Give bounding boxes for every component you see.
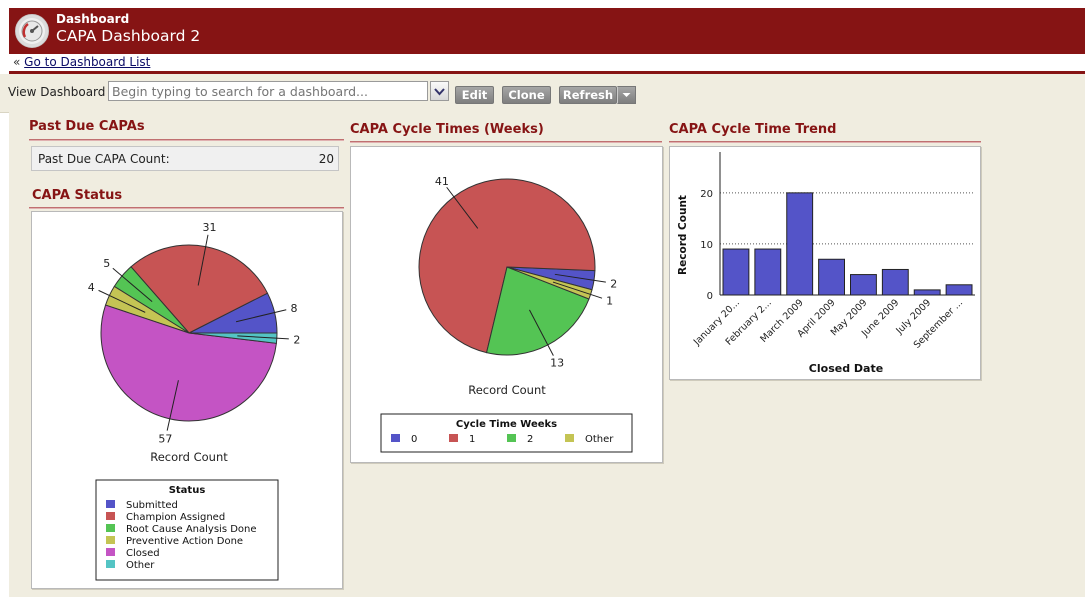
legend-swatch xyxy=(106,536,115,544)
cycle-times-pie-chart: 2 41 13 1 Record Count Cycle Time Weeks 0 1 2 Oth… xyxy=(380,175,633,453)
pie-leader-line xyxy=(237,335,289,340)
bar-march-2009[interactable] xyxy=(786,192,814,296)
y-tick-label: 10 xyxy=(700,240,713,251)
chart-legend xyxy=(380,413,633,453)
caret-down-icon xyxy=(622,93,631,97)
header-divider xyxy=(9,71,1085,74)
pie-data-label: 13 xyxy=(550,357,564,370)
pie-leader-line xyxy=(552,281,603,299)
legend-item-2: 2 xyxy=(527,434,533,445)
capa-status-title: CAPA Status xyxy=(32,188,123,203)
metric-value: 20 xyxy=(318,152,334,166)
capa-status-title-underline xyxy=(29,207,344,209)
pie-data-label: 2 xyxy=(293,333,300,346)
pie-data-label: 41 xyxy=(435,175,449,188)
legend-swatch xyxy=(106,524,115,532)
bar-september[interactable] xyxy=(945,284,973,296)
dashboard-list-link[interactable]: Go to Dashboard List xyxy=(24,55,151,69)
dashboard-toolbar: View Dashboard Edit Clone Refresh xyxy=(0,74,1085,113)
search-dropdown-button[interactable] xyxy=(430,81,449,101)
pie-axis-label: Record Count xyxy=(150,450,228,464)
pie-data-label: 31 xyxy=(202,221,216,234)
pie-data-label: 57 xyxy=(158,432,172,445)
dashboard-logo-icon xyxy=(15,14,49,48)
cycle-times-panel[interactable]: 2 41 13 1 Record Count Cycle Time Weeks 0 1 2 Oth… xyxy=(350,146,663,463)
legend-swatch xyxy=(449,434,458,442)
past-due-metric[interactable]: Past Due CAPA Count: 20 xyxy=(31,146,339,171)
view-dashboard-label: View Dashboard xyxy=(8,85,106,99)
pie-data-label: 4 xyxy=(88,281,95,294)
legend-title: Status xyxy=(169,485,206,496)
legend-title: Cycle Time Weeks xyxy=(456,419,557,430)
refresh-button[interactable]: Refresh xyxy=(559,86,617,104)
legend-item-other: Other xyxy=(585,434,614,445)
cycle-times-title-underline xyxy=(350,141,662,143)
pie-leader-line xyxy=(554,273,606,283)
page-title: CAPA Dashboard 2 xyxy=(56,27,201,45)
legend-swatch xyxy=(391,434,400,442)
past-due-title-underline xyxy=(29,139,344,141)
pie-leader-line xyxy=(98,289,146,313)
legend-item-preventive-action-done: Preventive Action Done xyxy=(126,536,243,547)
y-tick-label: 20 xyxy=(700,189,713,200)
legend-item-closed: Closed xyxy=(126,548,160,559)
refresh-menu-button[interactable] xyxy=(617,86,636,104)
bar-january-20[interactable] xyxy=(722,248,750,296)
legend-item-1: 1 xyxy=(469,434,475,445)
legend-swatch xyxy=(106,500,115,508)
bar-may-2009[interactable] xyxy=(850,274,877,296)
pie-axis-label: Record Count xyxy=(468,383,546,397)
cycle-trend-panel[interactable]: 0 10 20 January 20... February 2... March 200… xyxy=(669,146,981,380)
chevron-down-icon xyxy=(434,88,445,96)
legend-item-root-cause-analysis-done: Root Cause Analysis Done xyxy=(126,524,257,535)
cycle-trend-title-underline xyxy=(669,141,981,143)
legend-item-champion-assigned: Champion Assigned xyxy=(126,512,225,523)
pie-data-label: 8 xyxy=(291,302,298,315)
edit-button[interactable]: Edit xyxy=(455,86,494,104)
metric-label: Past Due CAPA Count: xyxy=(38,152,170,166)
bar-february-2[interactable] xyxy=(754,248,782,296)
legend-item-other: Other xyxy=(126,560,155,571)
cycle-times-title: CAPA Cycle Times (Weeks) xyxy=(350,122,544,137)
pie-data-label: 5 xyxy=(103,257,110,270)
legend-swatch xyxy=(507,434,516,442)
past-due-title: Past Due CAPAs xyxy=(29,119,145,134)
pie-data-label: 2 xyxy=(610,277,617,290)
legend-swatch xyxy=(106,512,115,520)
capa-status-panel[interactable]: 8 31 5 4 57 2 Record Count Status Submitted Champ… xyxy=(31,211,343,589)
bar-june-2009[interactable] xyxy=(881,268,909,296)
legend-item-submitted: Submitted xyxy=(126,500,178,511)
clone-button[interactable]: Clone xyxy=(502,86,551,104)
pie-data-label: 1 xyxy=(606,295,613,308)
bar-july-2009[interactable] xyxy=(913,289,941,296)
app-header: Dashboard CAPA Dashboard 2 xyxy=(9,8,1085,54)
pie-leader-line xyxy=(197,234,209,286)
cycle-trend-title: CAPA Cycle Time Trend xyxy=(669,122,837,137)
breadcrumb: « Go to Dashboard List xyxy=(13,55,150,69)
pie-leader-line xyxy=(446,186,479,229)
chart-legend xyxy=(95,479,279,581)
x-axis-label: Closed Date xyxy=(809,362,883,375)
pie-leader-line xyxy=(166,380,179,431)
bar-april-2009[interactable] xyxy=(818,258,845,296)
pie-leader-line xyxy=(112,267,153,303)
y-axis-label: Record Count xyxy=(677,195,689,275)
legend-swatch xyxy=(106,548,115,556)
legend-swatch xyxy=(565,434,574,442)
dashboard-search-input[interactable] xyxy=(108,81,428,101)
pie-leader-line xyxy=(235,309,287,323)
legend-item-0: 0 xyxy=(411,434,417,445)
y-tick-label: 0 xyxy=(707,291,713,302)
breadcrumb-prefix: « xyxy=(13,55,21,69)
legend-swatch xyxy=(106,560,115,568)
capa-status-pie-chart: 8 31 54 57 2 Record Count Status SubmittedChamp… xyxy=(88,221,300,581)
header-section-label: Dashboard xyxy=(56,12,130,26)
pie-leader-line xyxy=(529,309,554,356)
